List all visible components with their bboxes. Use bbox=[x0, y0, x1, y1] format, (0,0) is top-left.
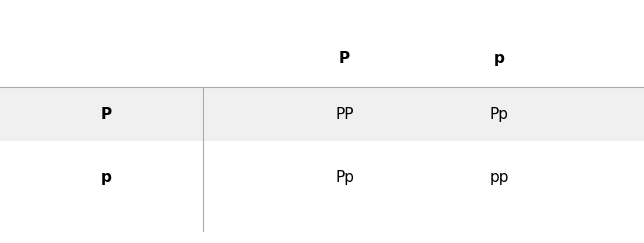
Text: PP: PP bbox=[336, 107, 354, 122]
Text: Pp: Pp bbox=[335, 170, 354, 185]
Text: P: P bbox=[339, 51, 350, 66]
Text: p: p bbox=[101, 170, 111, 185]
Text: Pp: Pp bbox=[489, 107, 509, 122]
Text: pp: pp bbox=[489, 170, 509, 185]
Bar bbox=[0, 87, 644, 141]
Text: P: P bbox=[100, 107, 112, 122]
Text: p: p bbox=[494, 51, 504, 66]
